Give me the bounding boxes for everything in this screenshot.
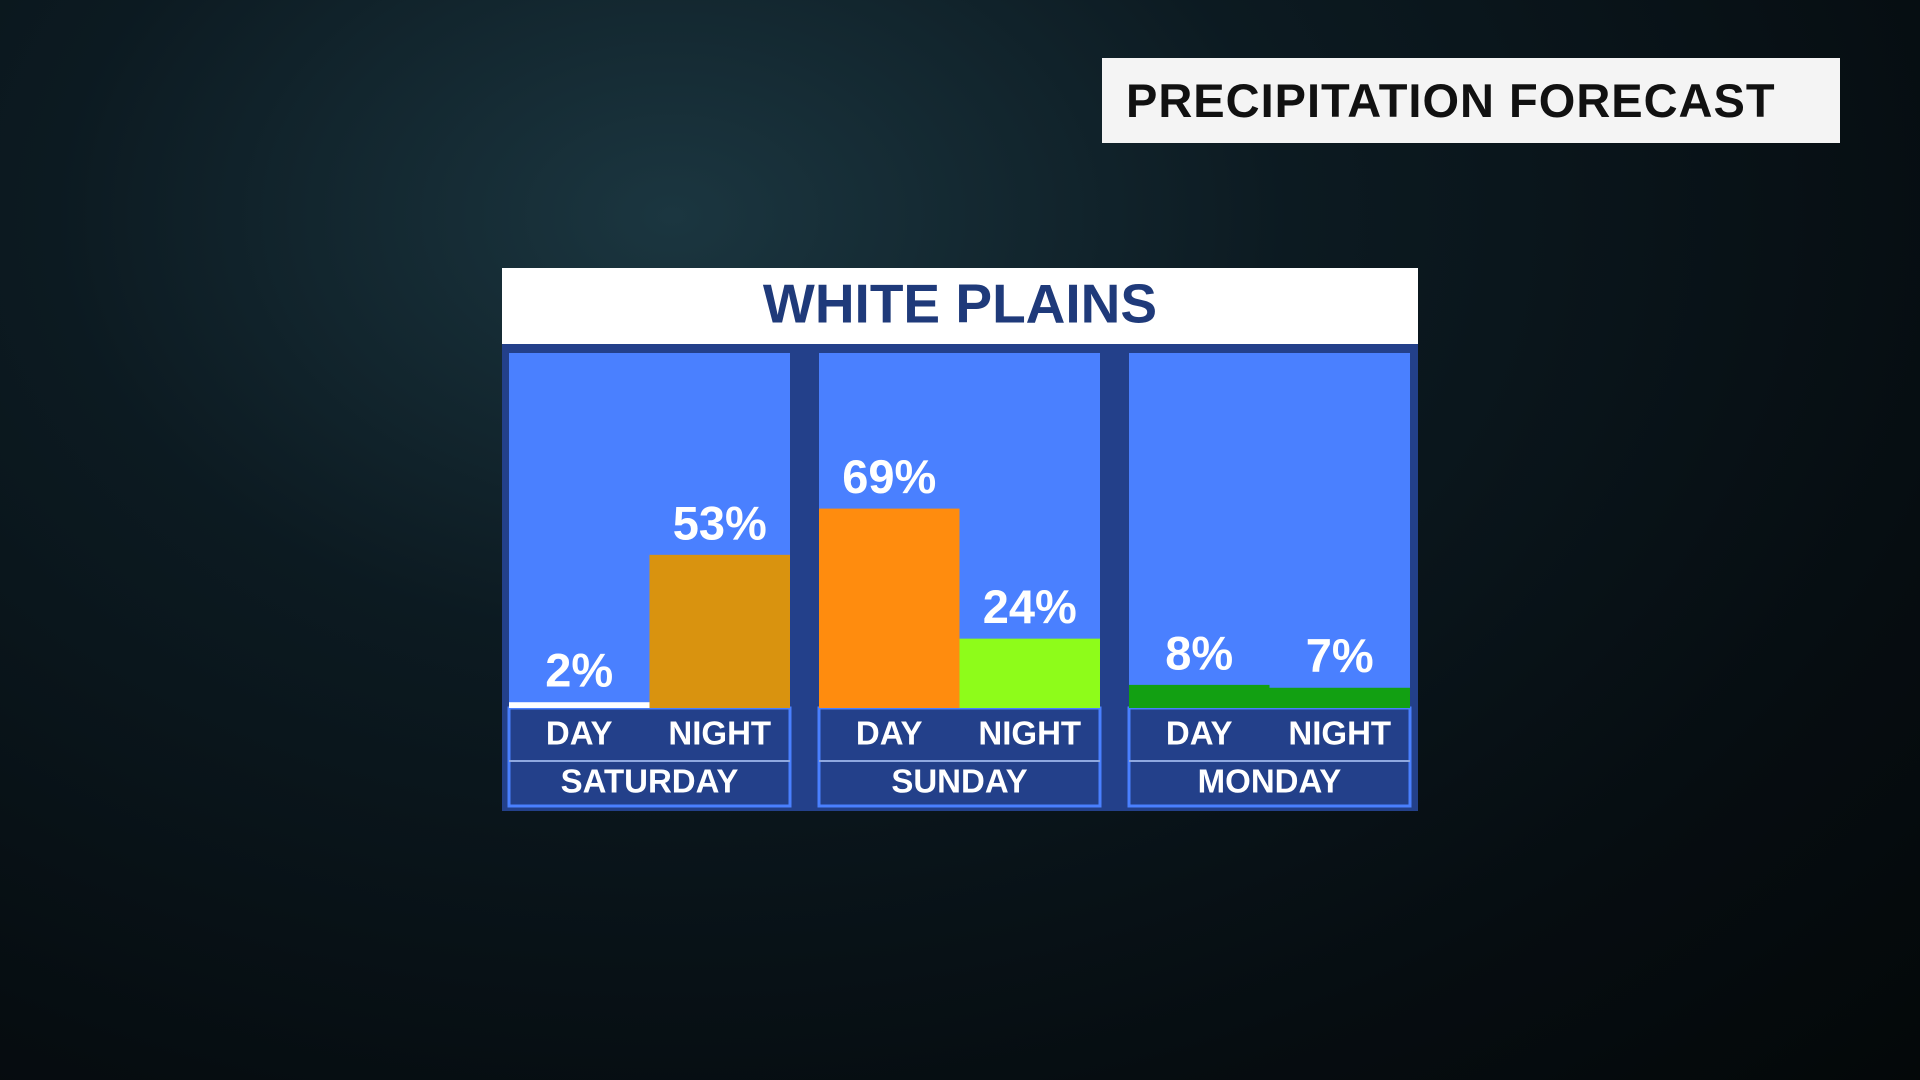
value-label: 24% [983, 580, 1077, 633]
bar [819, 508, 960, 708]
period-label: NIGHT [668, 715, 771, 752]
day-label: SUNDAY [891, 763, 1027, 800]
value-label: 69% [842, 450, 936, 503]
label-band [507, 706, 792, 808]
value-label: 7% [1306, 629, 1374, 682]
bar [959, 638, 1100, 708]
bar [1129, 684, 1270, 708]
period-label: DAY [856, 715, 923, 752]
period-label: NIGHT [1288, 715, 1391, 752]
plot-area [1129, 353, 1410, 708]
period-label: DAY [546, 715, 613, 752]
label-band [1127, 706, 1412, 808]
value-label: 2% [545, 644, 613, 697]
day-label: MONDAY [1198, 763, 1342, 800]
bar [1269, 687, 1410, 708]
value-label: 8% [1165, 626, 1233, 679]
value-label: 53% [673, 496, 767, 549]
bar [509, 702, 650, 708]
bar [649, 554, 790, 708]
day-label: SATURDAY [561, 763, 739, 800]
header: PRECIPITATION FORECAST [1102, 58, 1840, 143]
label-band [817, 706, 1102, 808]
chart-title: WHITE PLAINS [763, 273, 1157, 335]
title-bar [502, 268, 1418, 344]
period-label: NIGHT [978, 715, 1081, 752]
period-label: DAY [1166, 715, 1233, 752]
